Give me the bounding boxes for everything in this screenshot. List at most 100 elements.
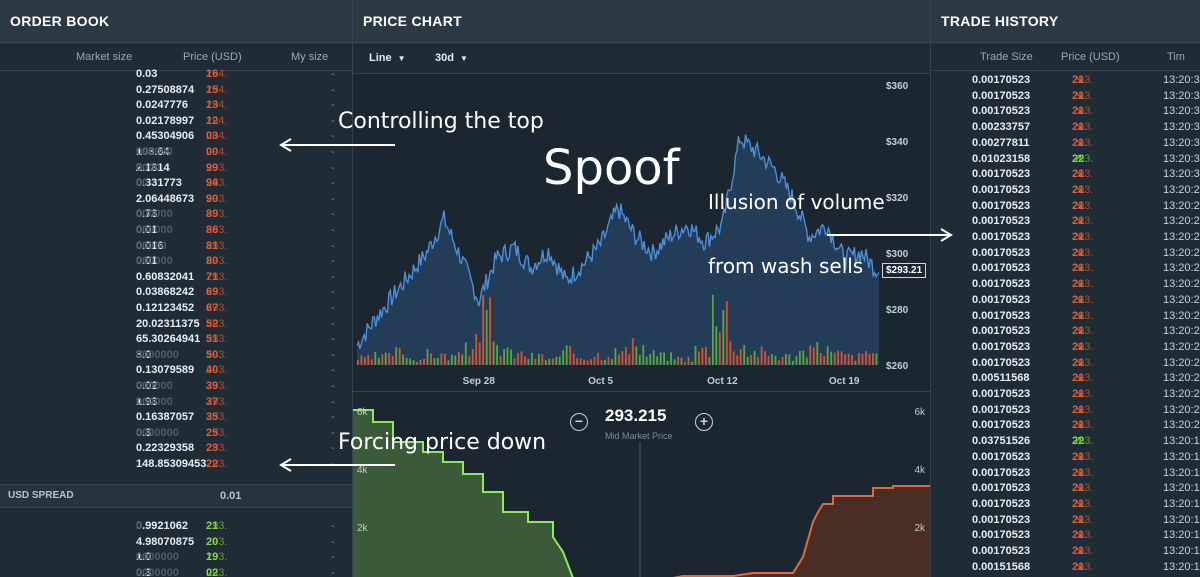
trade-row[interactable]: 0.00170523 293. 21 ↘ 13:20:2 xyxy=(931,215,1200,231)
trade-row[interactable]: 0.00170523 293. 21 ↘ 13:20:2 xyxy=(931,262,1200,278)
ask-row[interactable]: 20.02311375 293. 52 - xyxy=(0,318,352,334)
trade-row[interactable]: 0.00170523 293. 21 ↘ 13:20:1 xyxy=(931,467,1200,483)
trade-time: 13:20:2 xyxy=(1163,403,1200,416)
trade-row[interactable]: 0.00170523 293. 21 ↘ 13:20:1 xyxy=(931,451,1200,467)
ask-row[interactable]: 0.73 000000 293. 89 - xyxy=(0,208,352,224)
trade-price-decimal: 21 xyxy=(1072,450,1085,463)
trade-price-integer: 293. xyxy=(1072,545,1094,557)
ask-row[interactable]: 65.30264941 293. 51 - xyxy=(0,333,352,349)
order-price-integer: 293. xyxy=(206,458,228,470)
trade-price-integer: 293. xyxy=(1072,183,1094,196)
ask-depth-line xyxy=(672,485,930,577)
trade-row[interactable]: 0.00170523 293. 21 ↘ 13:20:3 xyxy=(931,168,1200,184)
ask-row[interactable]: 2.1814 0000 293. 99 - xyxy=(0,162,352,178)
market-size-value: 0.16387057 xyxy=(136,411,195,424)
zoom-out-button[interactable]: − xyxy=(570,413,588,431)
trade-row[interactable]: 0.00170523 293. 21 ↘ 13:20:2 xyxy=(931,294,1200,310)
trade-row[interactable]: 0.00170523 293. 21 ↘ 13:20:2 xyxy=(931,200,1200,216)
ask-row[interactable]: 0.45304906 294. 03 - xyxy=(0,130,352,146)
price-line xyxy=(356,134,880,349)
trade-row[interactable]: 0.00170523 293. 21 ↘ 13:20:2 xyxy=(931,388,1200,404)
trade-row[interactable]: 0.00170523 293. 21 ↘ 13:20:3 xyxy=(931,90,1200,106)
market-size-value: 2.06448673 xyxy=(136,192,195,205)
my-size: - xyxy=(331,130,335,143)
trade-row[interactable]: 0.00170523 293. 21 ↘ 13:20:1 xyxy=(931,498,1200,514)
bid-row[interactable]: 4.98070875 293. 20 - xyxy=(0,536,352,552)
ask-row[interactable]: 0.0247776 294. 13 - xyxy=(0,99,352,115)
volume-bar xyxy=(391,355,394,365)
ask-row[interactable]: 0.016 00000 293. 81 - xyxy=(0,240,352,256)
volume-bar xyxy=(851,355,853,365)
ask-row[interactable]: 2.06448673 293. 90 - xyxy=(0,193,352,209)
trade-row[interactable]: 0.00170523 293. 21 ↘ 13:20:1 xyxy=(931,482,1200,498)
trade-row[interactable]: 0.00233757 293. 21 ↘ 13:20:3 xyxy=(931,121,1200,137)
ask-row[interactable]: 1.93 000000 293. 37 - xyxy=(0,396,352,412)
zoom-in-button[interactable]: + xyxy=(695,413,713,431)
trade-price-decimal: 21 xyxy=(1072,560,1085,573)
bid-row[interactable]: 1.0 0000000 293. 19 - xyxy=(0,551,352,567)
order-price-integer: 293. xyxy=(206,442,228,455)
trade-row[interactable]: 0.00170523 293. 21 ↘ 13:20:1 xyxy=(931,514,1200,530)
trade-row[interactable]: 0.00170523 293. 21 ↘ 13:20:2 xyxy=(931,404,1200,420)
ask-row[interactable]: 0.13079589 293. 40 - xyxy=(0,364,352,380)
trade-row[interactable]: 0.00170523 293. 21 ↘ 13:20:2 xyxy=(931,419,1200,435)
bid-row[interactable]: 0.3 0000000 293. 02 - xyxy=(0,567,352,577)
trade-row[interactable]: 0.00511568 293. 21 ↘ 13:20:2 xyxy=(931,372,1200,388)
trade-row[interactable]: 0.00170523 293. 21 ↘ 13:20:2 xyxy=(931,231,1200,247)
ask-row[interactable]: 103.64 000000 294. 00 - xyxy=(0,146,352,162)
volume-bar xyxy=(447,360,450,365)
ask-row[interactable]: 0.02178997 294. 12 - xyxy=(0,115,352,131)
trade-row[interactable]: 0.00170523 293. 21 ↘ 13:20:3 xyxy=(931,105,1200,121)
volume-bar xyxy=(760,346,763,365)
trade-row[interactable]: 0.00170523 293. 21 ↘ 13:20:2 xyxy=(931,247,1200,263)
price-line-chart[interactable]: $360 $340 $320 $300 $280 $260 Sep 28 Oct 5 Oct 1… xyxy=(353,73,930,393)
trade-row[interactable]: 0.03751526 293. 22 ↗ 13:20:1 xyxy=(931,435,1200,451)
ask-row[interactable]: 0.22329358 293. 23 - xyxy=(0,442,352,458)
arrow-down-right-icon: ↘ xyxy=(1074,199,1083,211)
trade-row[interactable]: 0.00151568 293. 21 ↘ 13:20:1 xyxy=(931,561,1200,577)
volume-bar xyxy=(558,356,561,365)
trade-price-decimal: 21 xyxy=(1072,388,1085,400)
depth-chart[interactable]: 6k 6k 4k 4k 2k 2k xyxy=(353,392,930,577)
ask-row[interactable]: 0.60832041 293. 71 - xyxy=(0,271,352,287)
ask-row[interactable]: 0.3 0000000 293. 25 - xyxy=(0,427,352,443)
ask-row[interactable]: 0.02 000000 293. 39 - xyxy=(0,380,352,396)
my-size: - xyxy=(331,551,335,564)
bid-row[interactable]: 0.9921062 0 293. 21 - xyxy=(0,520,352,536)
ask-row[interactable]: 3.0 0000000 293. 50 - xyxy=(0,349,352,365)
trade-size: 0.00170523 xyxy=(972,215,1031,228)
trade-row[interactable]: 0.00170523 293. 21 ↘ 13:20:3 xyxy=(931,74,1200,90)
volume-bar xyxy=(402,354,404,365)
trade-row[interactable]: 0.00170523 293. 21 ↘ 13:20:2 xyxy=(931,278,1200,294)
ask-row[interactable]: 0.03 294. 16 - xyxy=(0,68,352,84)
order-price-decimal: 51 xyxy=(206,333,219,346)
ask-row[interactable]: 0.16387057 293. 35 - xyxy=(0,411,352,427)
trade-row[interactable]: 0.00170523 293. 21 ↘ 13:20:2 xyxy=(931,325,1200,341)
trade-row[interactable]: 0.01023158 293. 22 ↗ 13:20:3 xyxy=(931,153,1200,169)
ask-row[interactable]: 0.12123452 293. 67 - xyxy=(0,302,352,318)
trade-row[interactable]: 0.00170523 293. 21 ↘ 13:20:2 xyxy=(931,341,1200,357)
volume-bar xyxy=(812,347,815,365)
chart-type-dropdown[interactable]: Line ▼ xyxy=(369,52,406,64)
ask-row[interactable]: 0.01 000000 293. 80 - xyxy=(0,255,352,271)
trade-row[interactable]: 0.00170523 293. 21 ↘ 13:20:2 xyxy=(931,357,1200,373)
trade-row[interactable]: 0.00277811 293. 21 ↘ 13:20:3 xyxy=(931,137,1200,153)
trade-price-decimal: 21 xyxy=(1072,372,1085,385)
range-dropdown[interactable]: 30d ▼ xyxy=(435,52,468,64)
trade-row[interactable]: 0.00170523 293. 21 ↘ 13:20:2 xyxy=(931,310,1200,326)
trade-row[interactable]: 0.00170523 293. 21 ↘ 13:20:1 xyxy=(931,529,1200,545)
trade-price-integer: 293. xyxy=(1072,435,1094,448)
depth-tick-left: 2k xyxy=(357,523,369,534)
ask-row[interactable]: 0.331773 00 293. 94 - xyxy=(0,177,352,193)
ask-row[interactable]: 0.27508874 294. 15 - xyxy=(0,84,352,100)
trade-row[interactable]: 0.00170523 293. 21 ↘ 13:20:1 xyxy=(931,545,1200,561)
ask-row[interactable]: 0.03868242 293. 69 - xyxy=(0,286,352,302)
trade-row[interactable]: 0.00170523 293. 21 ↘ 13:20:2 xyxy=(931,184,1200,200)
volume-bar xyxy=(698,351,700,365)
col-market-size: Market size xyxy=(76,51,133,63)
trade-time: 13:20:2 xyxy=(1163,183,1200,196)
arrow-down-right-icon: ↘ xyxy=(1074,89,1083,101)
trade-size: 0.00170523 xyxy=(972,513,1031,526)
ask-row[interactable]: 0.01 000000 293. 86 - xyxy=(0,224,352,240)
